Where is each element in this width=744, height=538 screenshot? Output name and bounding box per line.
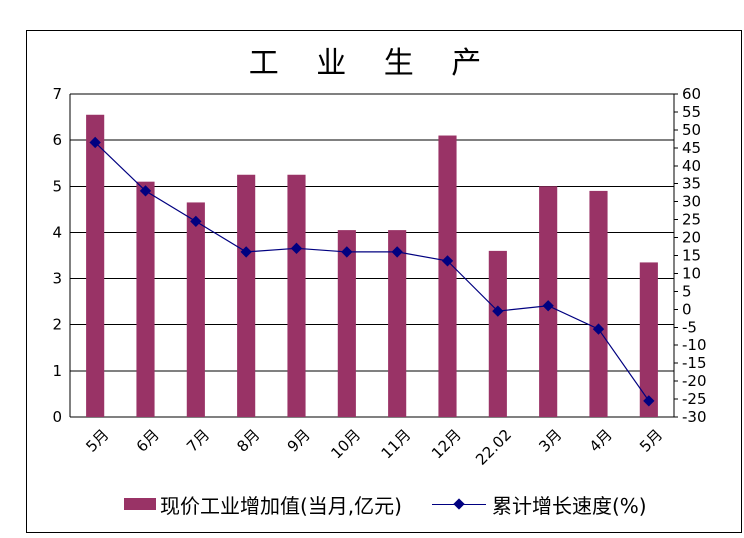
y-right-tick-label: 30: [682, 193, 701, 211]
bar: [589, 190, 608, 417]
y-right-tick-label: 20: [682, 229, 701, 247]
y-right-tick-label: -20: [682, 372, 707, 390]
y-right-tick-label: -10: [682, 336, 707, 354]
chart-title: 工 业 生 产: [248, 46, 496, 81]
y-right-tick-label: -5: [682, 318, 697, 336]
legend-bar-label: 现价工业增加值(当月,亿元): [160, 493, 402, 518]
line-point: [391, 246, 403, 258]
bar: [388, 230, 407, 417]
y-left-tick-label: 2: [52, 316, 62, 334]
y-right-tick-label: 50: [682, 121, 701, 139]
x-tick-label: 22.02: [472, 426, 515, 469]
x-tick-label: 11月: [378, 426, 415, 463]
x-tick-label: 7月: [183, 426, 213, 456]
x-tick-label: 10月: [327, 426, 364, 463]
x-tick-label: 6月: [133, 426, 163, 456]
line-point: [643, 395, 655, 407]
x-tick-label: 4月: [586, 426, 616, 456]
bar: [237, 174, 256, 417]
x-tick-label: 8月: [233, 426, 263, 456]
line-point: [139, 185, 152, 197]
y-right-tick-label: 40: [682, 157, 701, 175]
x-tick-label: 12月: [428, 426, 465, 463]
line-point: [492, 305, 504, 317]
line-point: [290, 242, 303, 254]
y-right-tick-label: 60: [682, 85, 701, 103]
legend-item-line: 累计增长速度(%): [431, 490, 647, 519]
x-tick-label: 9月: [284, 426, 314, 456]
y-left-tick-label: 5: [52, 177, 62, 195]
legend-item-bar: 现价工业增加值(当月,亿元): [124, 490, 402, 519]
y-left-tick-label: 7: [52, 85, 62, 103]
y-right-tick-label: -30: [682, 408, 707, 426]
bar: [287, 174, 306, 417]
legend-line-swatch: [431, 498, 486, 510]
y-right-tick-label: 25: [682, 211, 701, 229]
y-right-tick-label: 45: [682, 139, 701, 157]
y-right-tick-label: 5: [682, 282, 692, 300]
line-point: [441, 255, 454, 267]
bar: [337, 230, 356, 417]
y-right-tick-label: 15: [682, 247, 701, 265]
line-point: [240, 246, 252, 258]
y-left-tick-label: 4: [52, 223, 62, 241]
x-tick-label: 5月: [636, 426, 666, 456]
bar: [639, 262, 658, 417]
y-left-tick-label: 3: [52, 270, 62, 288]
line-point: [592, 323, 605, 335]
y-left-tick-label: 1: [52, 362, 62, 380]
y-right-tick-label: 55: [682, 103, 701, 121]
legend-bar-swatch: [124, 498, 156, 510]
line-point: [190, 215, 202, 228]
x-tick-label: 5月: [82, 426, 112, 456]
y-left-tick-label: 0: [52, 408, 62, 426]
y-right-tick-label: -25: [682, 390, 707, 408]
y-right-tick-label: 10: [682, 264, 701, 282]
bar: [438, 135, 457, 417]
y-right-tick-label: -15: [682, 354, 707, 372]
bar: [86, 114, 105, 417]
legend-line-label: 累计增长速度(%): [491, 493, 647, 518]
line-point: [542, 300, 554, 312]
bar: [186, 202, 205, 417]
line-point: [341, 246, 353, 258]
chart-legend: 现价工业增加值(当月,亿元) 累计增长速度(%): [124, 490, 677, 518]
y-right-tick-label: 0: [682, 300, 692, 318]
line-series: [94, 142, 650, 402]
x-tick-label: 3月: [535, 426, 565, 456]
bar: [136, 181, 155, 417]
y-right-tick-label: 35: [682, 175, 701, 193]
bar: [488, 250, 507, 417]
y-left-tick-label: 6: [52, 131, 62, 149]
